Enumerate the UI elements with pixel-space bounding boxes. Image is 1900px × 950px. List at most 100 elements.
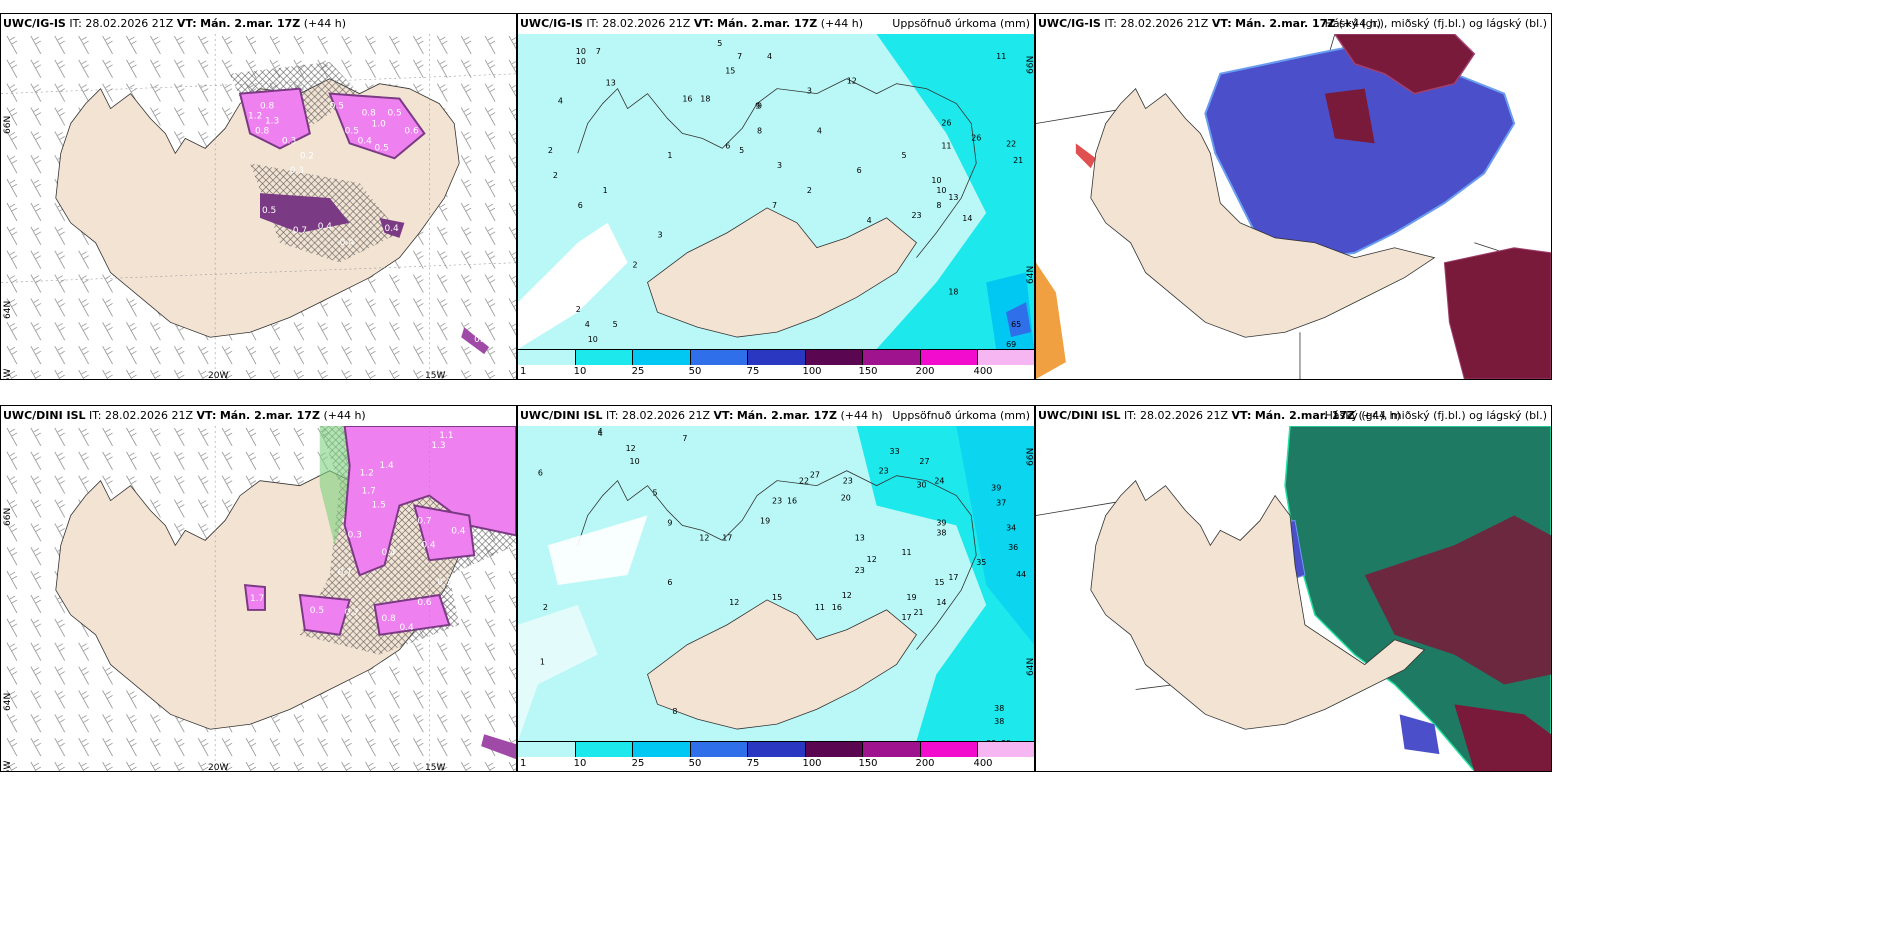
value-label: 27 [810,471,820,480]
value-label: 30 [916,481,926,490]
colorbar-swatch [518,349,576,365]
panel-header: UWC/IG-IS IT: 28.02.2026 21Z VT: Mán. 2.… [518,14,1034,34]
value-label: 3 [657,231,662,240]
value-label: 0.4 [385,224,400,234]
iceland-land [647,207,917,338]
value-label: 2 [548,146,553,155]
lat-label: 64N [3,692,13,711]
value-label: 15 [725,67,735,76]
iceland-map [1036,34,1551,379]
colorbar-tick: 75 [746,366,760,377]
value-label: 18 [948,287,958,296]
colorbar-tick: 25 [631,366,645,377]
value-label: 10 [576,47,586,56]
colorbar-tick: 1 [520,758,527,769]
value-label: 6 [725,141,730,150]
value-label: 0.7 [345,608,359,618]
high-cloud [1333,34,1476,95]
value-label: 1.3 [265,116,279,126]
value-label: 0.3 [290,166,304,176]
value-label: 23 [772,497,782,506]
value-label: 0.7 [293,226,307,236]
snow-values: 1.1 1.3 1.2 1.5 1.7 1.4 0.7 0.4 0.3 0.4 … [250,431,466,633]
map-area[interactable]: 1.1 1.3 1.2 1.5 1.7 1.4 0.7 0.4 0.3 0.4 … [1,426,516,771]
value-label: 24 [934,477,944,486]
value-label: 1 [603,186,608,195]
value-label: 36 [1008,543,1018,552]
value-label: 15 [934,578,944,587]
value-label: 6 [667,578,672,587]
panel-right-title: Uppsöfnuð úrkoma (mm) [892,17,1030,30]
precip-values: 10 7 10 5 7 4 3 12 9 13 16 18 15 11 26 2… [548,39,1023,349]
value-label: 0.8 [362,109,377,119]
colorbar-swatch [978,741,1034,757]
lat-label: 64N [1026,657,1035,676]
lat-label: 64N [1026,265,1035,284]
panel-right-title: Uppsöfnuð úrkoma (mm) [892,409,1030,422]
value-label: 23 [879,467,889,476]
panel-right-title: Háský (gr.), miðský (fj.bl.) og lágský (… [1324,409,1547,422]
colorbar-tick: 150 [858,758,878,769]
value-label: 11 [815,603,825,612]
map-panel-dini-snow[interactable]: UWC/DINI ISL IT: 28.02.2026 21Z VT: Mán.… [0,405,517,772]
map-panel-igis-precip[interactable]: UWC/IG-IS IT: 28.02.2026 21Z VT: Mán. 2.… [517,13,1035,380]
panel-right-title: Háský (gr.), miðský (fj.bl.) og lágský (… [1324,17,1547,30]
colorbar-tick: 10 [573,758,587,769]
colorbar-tick: 100 [802,366,822,377]
colorbar-swatch [518,741,576,757]
value-label: 11 [996,52,1006,61]
value-label: 0.3 [348,530,362,540]
map-area[interactable]: 0.5 0.8 1.0 0.5 0.5 0.4 0.3 0.6 0.5 0.4 … [1,34,516,379]
value-label: 1.2 [248,112,262,122]
value-label: 69 [1006,340,1016,349]
value-label: 14 [936,598,946,607]
value-label: 2 [543,603,548,612]
value-label: 10 [576,57,586,66]
value-label: 0.6 [404,126,419,136]
value-label: 10 [588,335,598,344]
colorbar-tick: 150 [858,366,878,377]
value-label: 12 [847,77,857,86]
map-panel-dini-precip[interactable]: UWC/DINI ISL IT: 28.02.2026 21Z VT: Mán.… [517,405,1035,772]
value-label: 0.5 [345,126,359,136]
value-label: 5 [739,146,744,155]
iceland-map [1036,426,1551,771]
lat-label: 25W [3,760,13,772]
value-label: 19 [760,516,770,525]
map-area[interactable] [1036,426,1551,771]
panel-header: UWC/DINI ISL IT: 28.02.2026 21Z VT: Mán.… [1,406,516,426]
iceland-map: 10 7 10 5 7 4 3 12 9 13 16 18 15 11 26 2… [518,34,1034,349]
value-label: 17 [902,613,912,622]
map-area[interactable]: 4 7 12 10 22 27 23 20 33 23 27 30 24 39 … [518,426,1034,741]
map-area[interactable]: 10 7 10 5 7 4 3 12 9 13 16 18 15 11 26 2… [518,34,1034,349]
map-panel-igis-snow[interactable]: UWC/IG-IS IT: 28.02.2026 21Z VT: Mán. 2.… [0,13,517,380]
value-label: 33 [890,447,900,456]
colorbar-swatch [748,349,806,365]
map-panel-igis-clouds[interactable]: UWC/IG-IS IT: 28.02.2026 21Z VT: Mán. 2.… [1035,13,1552,380]
value-label: 13 [948,193,958,202]
value-label: 1 [667,151,672,160]
map-area[interactable] [1036,34,1551,379]
lon-label: 15W [425,371,446,380]
colorbar-tick: 100 [802,758,822,769]
value-label: 32 [986,739,996,741]
value-label: 4 [767,52,772,61]
colorbar: 1 10 25 50 75 100 150 200 400 [518,349,1034,379]
value-label: 65 [1011,320,1021,329]
value-label: 38 [994,717,1004,726]
lon-label: 15W [425,763,446,772]
value-label: 7 [682,434,687,443]
iceland-land [647,599,917,730]
lat-label: 66N [1026,55,1035,74]
high-cloud [1364,515,1551,685]
precip-values: 4 7 12 10 22 27 23 20 33 23 27 30 24 39 … [538,427,1026,741]
value-label: 20 [841,494,851,503]
map-panel-dini-clouds[interactable]: UWC/DINI ISL IT: 28.02.2026 21Z VT: Mán.… [1035,405,1552,772]
value-label: 44 [1016,570,1026,579]
value-label: 10 [931,176,941,185]
value-label: 5 [652,489,657,498]
value-label: 0.4 [318,222,333,232]
lon-label: 20W [208,371,229,380]
value-label: 5 [902,151,907,160]
value-label: 2 [553,171,558,180]
